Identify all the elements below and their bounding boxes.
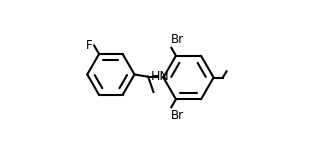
Text: Br: Br: [171, 109, 184, 122]
Text: HN: HN: [151, 70, 170, 83]
Text: Br: Br: [171, 33, 184, 46]
Text: F: F: [86, 39, 93, 52]
